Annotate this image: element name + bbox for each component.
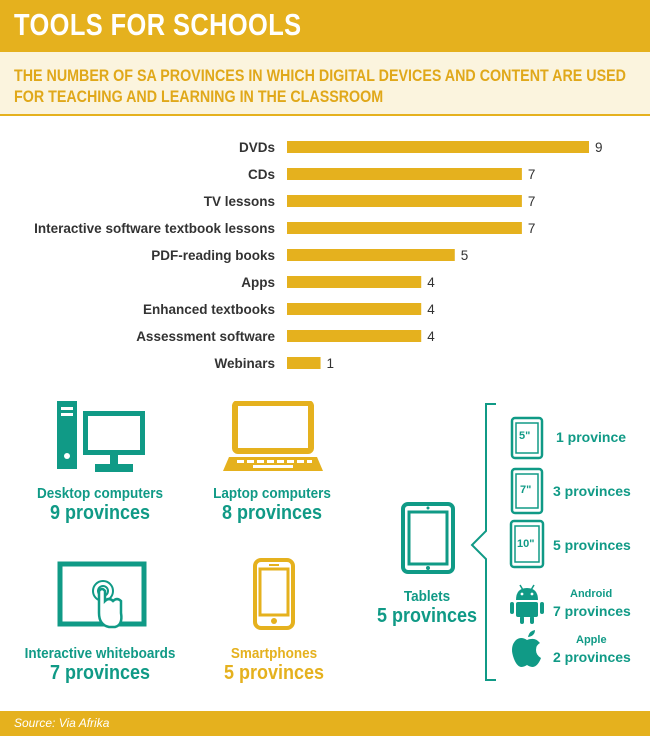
bar-apps [287,276,422,288]
value-label-dvds: 9 [595,140,603,155]
tablet-7-inch-icon [510,467,544,515]
header-bar: TOOLS FOR SCHOOLS [0,0,650,52]
tablet-10-inch-size: 10" [517,538,535,550]
bar-chart: DVDs 9 CDs 7 TV lessons 7 Interactive software… [34,140,603,371]
category-label-webinars: Webinars [214,356,275,371]
bar-cds [287,168,522,180]
value-label-apps: 4 [427,275,435,290]
category-label-enhanced-textbooks: Enhanced textbooks [143,302,275,317]
value-label-enhanced-textbooks: 4 [427,302,435,317]
smartphone-icon [253,558,295,630]
desktop-label: Desktop computers 9 provinces [0,485,200,525]
desktop-count: 9 provinces [49,502,151,524]
bar-tv-lessons [287,195,522,207]
tablet-name: Tablets [403,588,451,605]
laptop-label: Laptop computers 8 provinces [172,485,372,525]
tablet-breakdown-bracket [470,403,496,681]
page-title: TOOLS FOR SCHOOLS [14,7,302,42]
whiteboard-name: Interactive whiteboards [24,645,176,662]
laptop-icon [223,401,323,471]
tablet-7-inch-count: 3 provinces [553,483,631,499]
whiteboard-count: 7 provinces [49,662,151,684]
bar-enhanced-textbooks [287,303,422,315]
apple-name: Apple [576,634,607,646]
tablet-icon [401,502,455,574]
smartphone-name: Smartphones [230,645,318,662]
category-label-tv-lessons: TV lessons [204,194,275,209]
tablet-label: Tablets 5 provinces [327,588,527,628]
value-label-interactive-software-textbook-lessons: 7 [528,221,536,236]
desktop-computer-icon [57,401,145,472]
bar-dvds [287,141,589,153]
android-name: Android [570,588,613,600]
tablet-7-inch-size: 7" [520,484,532,496]
apple-count: 2 provinces [553,649,631,665]
tablet-10-inch-count: 5 provinces [553,537,631,553]
footer-bar: Source: Via Afrika [0,711,650,736]
category-label-pdf-reading-books: PDF-reading books [151,248,275,263]
subtitle-band: THE NUMBER OF SA PROVINCES IN WHICH DIGI… [0,52,650,116]
category-label-dvds: DVDs [239,140,275,155]
desktop-name: Desktop computers [36,485,164,502]
category-label-assessment-software: Assessment software [136,329,275,344]
smartphone-count: 5 provinces [223,662,325,684]
android-icon [510,584,544,624]
laptop-name: Laptop computers [213,485,331,502]
interactive-whiteboard-icon [57,561,147,629]
bar-webinars [287,357,321,369]
tablet-10-inch-icon [509,519,545,569]
tablet-5-inch-count: 1 province [556,429,627,445]
chart-subtitle: THE NUMBER OF SA PROVINCES IN WHICH DIGI… [14,66,626,106]
bar-pdf-reading-books [287,249,455,261]
smartphone-label: Smartphones 5 provinces [174,645,374,685]
tablet-5-inch-size: 5" [519,430,531,442]
value-label-pdf-reading-books: 5 [461,248,469,263]
bar-interactive-software-textbook-lessons [287,222,522,234]
value-label-cds: 7 [528,167,536,182]
category-label-cds: CDs [248,167,275,182]
value-label-tv-lessons: 7 [528,194,536,209]
whiteboard-label: Interactive whiteboards 7 provinces [0,645,200,685]
apple-icon [512,630,541,667]
source-note: Source: Via Afrika [14,716,110,730]
tablet-5-inch-icon [510,416,544,460]
category-label-apps: Apps [241,275,275,290]
value-label-assessment-software: 4 [427,329,435,344]
tablet-count: 5 provinces [376,605,478,627]
bar-assessment-software [287,330,422,342]
category-label-interactive-software-textbook-lessons: Interactive software textbook lessons [34,221,275,236]
laptop-count: 8 provinces [221,502,323,524]
value-label-webinars: 1 [327,356,335,371]
android-count: 7 provinces [553,603,631,619]
